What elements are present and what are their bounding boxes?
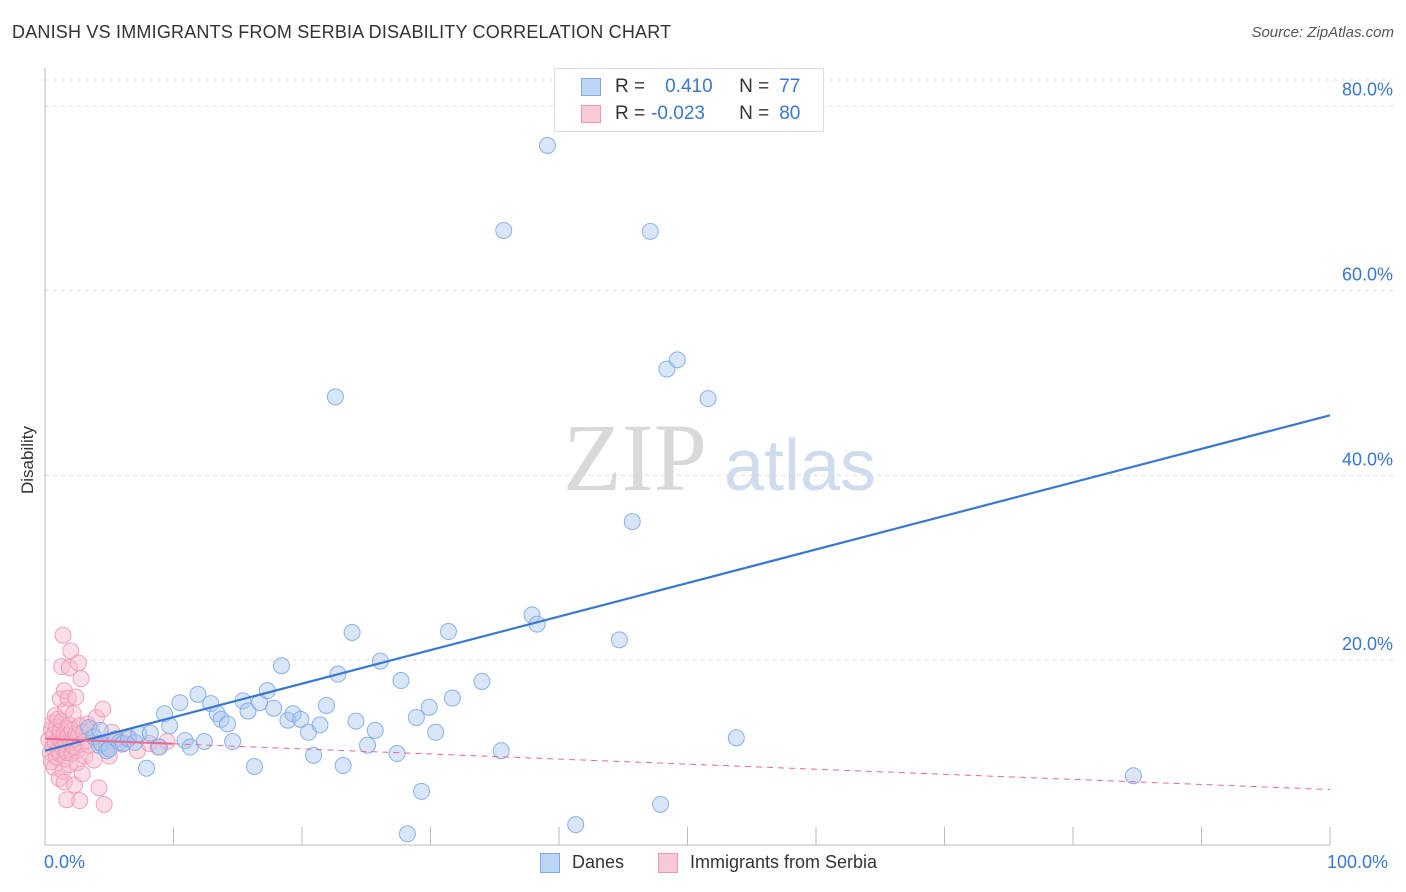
y-tick-label: 80.0% bbox=[1342, 80, 1393, 100]
danes-point bbox=[427, 723, 445, 741]
danes-point bbox=[439, 623, 457, 641]
danes-point bbox=[727, 729, 745, 747]
serbia-point bbox=[69, 654, 87, 672]
serbia-point bbox=[55, 773, 73, 791]
grid-lines bbox=[45, 79, 1395, 661]
serbia-trend-line-solid bbox=[44, 737, 174, 745]
serbia-legend-label: Immigrants from Serbia bbox=[690, 852, 878, 872]
legend-item-danes: Danes bbox=[540, 852, 624, 873]
danes-point bbox=[610, 631, 628, 649]
watermark-zip: ZIP bbox=[563, 404, 707, 511]
danes-point bbox=[265, 699, 283, 717]
serbia-r-label: R = bbox=[615, 103, 646, 124]
serbia-point bbox=[62, 642, 80, 660]
danes-point bbox=[1124, 767, 1142, 785]
danes-point bbox=[652, 795, 670, 813]
serbia-point bbox=[94, 700, 112, 718]
serbia-n-label: N = bbox=[739, 103, 770, 124]
x-tick-max: 100.0% bbox=[1327, 852, 1389, 872]
danes-point bbox=[398, 825, 416, 843]
y-tick-label: 20.0% bbox=[1342, 634, 1393, 654]
danes-point bbox=[347, 712, 365, 730]
danes-point bbox=[473, 672, 491, 690]
danes-point bbox=[495, 221, 513, 239]
danes-point bbox=[407, 708, 425, 726]
source-label: Source: ZipAtlas.com bbox=[1251, 24, 1394, 41]
danes-r-value: 0.410 bbox=[665, 76, 713, 97]
serbia-point bbox=[73, 765, 91, 783]
correlation-legend: R = 0.410 N = 77 R = -0.023 N = 80 bbox=[554, 68, 824, 132]
danes-point bbox=[420, 698, 438, 716]
danes-point bbox=[292, 710, 310, 728]
danes-point bbox=[305, 746, 323, 764]
danes-point bbox=[492, 742, 510, 760]
serbia-legend-icon bbox=[658, 852, 678, 873]
chart-title: DANISH VS IMMIGRANTS FROM SERBIA DISABIL… bbox=[12, 22, 672, 42]
danes-point bbox=[141, 724, 159, 742]
y-tick-labels: 20.0% 40.0% 60.0% 80.0% bbox=[1342, 80, 1393, 654]
danes-point bbox=[388, 745, 406, 763]
danes-point bbox=[150, 738, 168, 756]
danes-point bbox=[413, 782, 431, 800]
serbia-point bbox=[95, 795, 113, 813]
danes-point bbox=[138, 759, 156, 777]
danes-point bbox=[443, 689, 461, 707]
danes-point bbox=[343, 623, 361, 641]
danes-point bbox=[195, 733, 213, 751]
danes-point bbox=[334, 757, 352, 775]
danes-point bbox=[359, 736, 377, 754]
danes-point bbox=[641, 222, 659, 240]
danes-legend-label: Danes bbox=[572, 852, 625, 872]
serbia-point bbox=[58, 791, 76, 809]
danes-point bbox=[218, 715, 236, 733]
trend-lines bbox=[44, 414, 1331, 791]
danes-point bbox=[567, 816, 585, 834]
danes-point bbox=[171, 694, 189, 712]
danes-point bbox=[311, 716, 329, 734]
x-tick-min: 0.0% bbox=[44, 852, 86, 872]
danes-swatch-icon bbox=[581, 78, 601, 96]
serbia-n-value: 80 bbox=[779, 103, 801, 124]
legend-row-serbia: R = -0.023 N = 80 bbox=[581, 102, 800, 126]
danes-point bbox=[392, 672, 410, 690]
danes-point bbox=[668, 351, 686, 369]
serbia-point bbox=[71, 792, 89, 810]
danes-point bbox=[326, 388, 344, 406]
serbia-r-value: -0.023 bbox=[651, 103, 705, 124]
watermark: ZIP atlas bbox=[563, 404, 876, 511]
danes-r-label: R = bbox=[615, 76, 646, 97]
axes bbox=[44, 68, 1331, 846]
legend-item-serbia: Immigrants from Serbia bbox=[658, 852, 877, 873]
danes-legend-icon bbox=[540, 852, 560, 873]
serbia-swatch-icon bbox=[581, 105, 601, 123]
danes-point bbox=[272, 657, 290, 675]
danes-trend-line bbox=[44, 414, 1331, 752]
serbia-trend-line-dashed bbox=[173, 743, 1331, 791]
serbia-points bbox=[40, 626, 176, 813]
watermark-atlas: atlas bbox=[724, 426, 876, 506]
y-tick-label: 60.0% bbox=[1342, 265, 1393, 285]
danes-point bbox=[239, 702, 257, 720]
serbia-point bbox=[67, 688, 85, 706]
serbia-point bbox=[60, 659, 78, 677]
serbia-point bbox=[63, 745, 81, 763]
danes-point bbox=[224, 733, 242, 751]
danes-point bbox=[317, 696, 335, 714]
danes-point bbox=[366, 721, 384, 739]
danes-point bbox=[98, 742, 116, 760]
danes-n-label: N = bbox=[739, 76, 770, 97]
danes-point bbox=[538, 136, 556, 154]
legend-row-danes: R = 0.410 N = 77 bbox=[581, 75, 800, 99]
danes-point bbox=[245, 757, 263, 775]
serbia-point bbox=[54, 626, 72, 644]
danes-point bbox=[699, 390, 717, 408]
serbia-point bbox=[72, 670, 90, 688]
y-tick-label: 40.0% bbox=[1342, 449, 1393, 469]
danes-point bbox=[623, 513, 641, 531]
serbia-point bbox=[90, 779, 108, 797]
danes-point bbox=[181, 738, 199, 756]
danes-n-value: 77 bbox=[779, 76, 801, 97]
danes-point bbox=[189, 685, 207, 703]
